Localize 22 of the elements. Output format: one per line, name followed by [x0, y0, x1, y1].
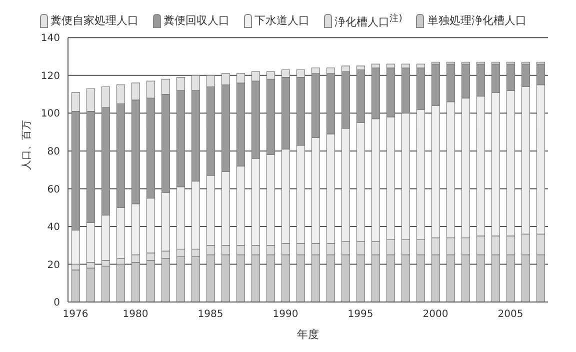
x-tick-label: 2000 [422, 309, 448, 320]
x-axis-title: 年度 [297, 328, 319, 341]
x-tick-label: 1985 [198, 309, 224, 320]
x-tick-label: 1980 [122, 309, 148, 320]
y-axis-title: 人口、百万 [22, 120, 33, 170]
legend-label: 糞便回収人口 [164, 13, 230, 28]
y-tick-label: 40 [47, 222, 60, 234]
y-tick-label: 60 [47, 184, 60, 196]
y-tick-label: 140 [40, 33, 60, 44]
x-tick-label: 1976 [62, 309, 88, 320]
legend-label: 糞便自家処理人口 [50, 13, 139, 28]
legend-label: 単独処理浄化槽人口 [427, 13, 526, 28]
x-tick-label: 2005 [498, 309, 524, 320]
y-tick-label: 0 [54, 298, 60, 309]
y-tick-label: 120 [40, 70, 60, 82]
legend-label: 下水道人口 [254, 13, 310, 28]
y-tick-label: 80 [47, 146, 60, 158]
legend-label: 浄化槽人口$^{注)}$ [334, 12, 402, 30]
x-tick-label: 1995 [348, 309, 374, 320]
y-tick-label: 100 [40, 108, 60, 120]
y-tick-label: 20 [47, 260, 60, 271]
x-tick-label: 1990 [272, 309, 298, 320]
